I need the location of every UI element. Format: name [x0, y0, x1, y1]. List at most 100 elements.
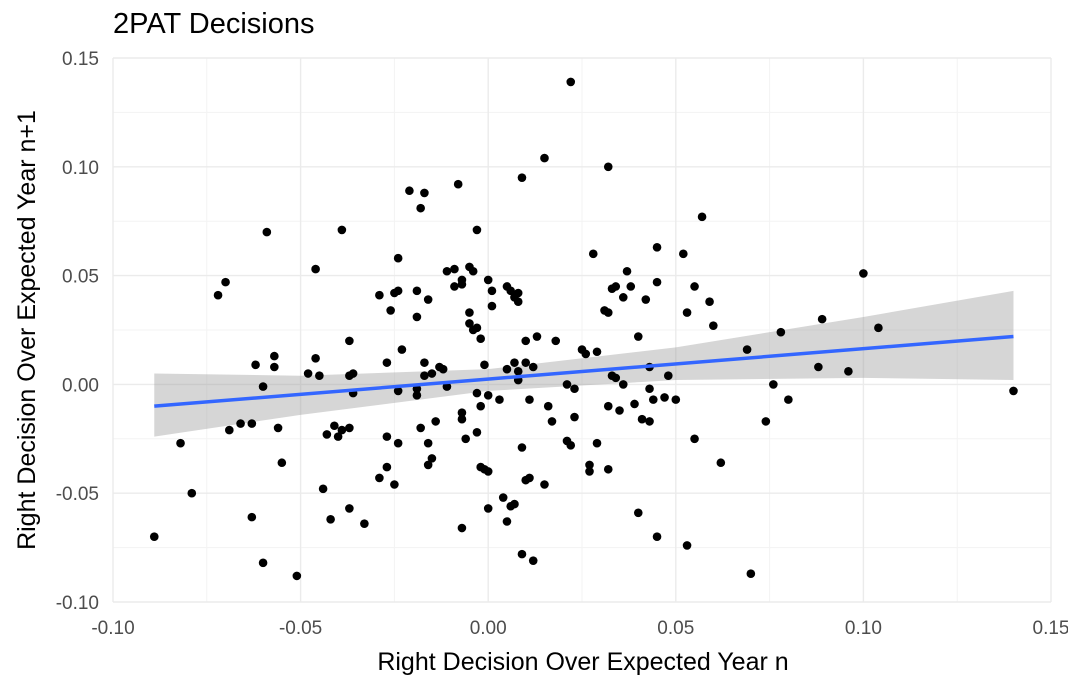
data-point	[844, 367, 853, 376]
data-point	[315, 371, 324, 380]
data-point	[405, 186, 414, 196]
data-point	[592, 438, 602, 448]
data-point	[375, 290, 384, 300]
data-point	[761, 417, 771, 426]
data-point	[483, 467, 493, 476]
data-point	[420, 358, 429, 367]
data-point	[513, 288, 523, 298]
data-point	[427, 369, 437, 378]
grid	[112, 57, 1052, 603]
data-point	[457, 275, 467, 285]
data-point	[570, 412, 579, 422]
data-point	[513, 297, 523, 307]
data-point	[705, 297, 714, 307]
data-point	[626, 282, 636, 291]
data-point	[457, 523, 467, 533]
data-point	[495, 395, 504, 404]
data-point	[566, 77, 576, 87]
data-points	[149, 77, 1018, 581]
data-point	[487, 301, 497, 311]
data-point	[652, 532, 662, 542]
data-point	[258, 382, 268, 391]
data-point	[318, 484, 328, 494]
y-axis-ticks: -0.10 -0.05 0.00 0.05 0.10 0.15	[56, 49, 99, 614]
data-point	[746, 569, 756, 579]
data-point	[618, 293, 628, 302]
x-axis-ticks: -0.10 -0.05 0.00 0.05 0.10 0.15	[91, 618, 1068, 639]
data-point	[585, 460, 594, 470]
data-point	[476, 334, 485, 344]
data-point	[652, 277, 662, 287]
data-point	[247, 512, 257, 522]
data-point	[645, 384, 654, 394]
data-point	[648, 395, 658, 404]
data-point	[1009, 386, 1018, 396]
data-point	[690, 434, 699, 444]
data-point	[453, 179, 463, 189]
data-point	[784, 395, 793, 404]
data-point	[345, 423, 354, 433]
data-point	[517, 443, 527, 452]
data-point	[483, 390, 493, 400]
x-tick-label: 0.00	[470, 618, 507, 639]
data-point	[311, 353, 320, 363]
data-point	[603, 162, 613, 172]
data-point	[236, 419, 245, 428]
data-point	[716, 458, 726, 468]
data-point	[322, 430, 332, 439]
data-point	[393, 438, 403, 448]
data-point	[525, 395, 534, 404]
data-point	[251, 360, 260, 370]
data-point	[420, 371, 429, 380]
data-point	[438, 364, 448, 374]
data-point	[386, 306, 395, 315]
y-tick-label: 0.15	[62, 49, 99, 70]
data-point	[393, 286, 403, 296]
data-point	[622, 266, 632, 276]
data-point	[633, 508, 643, 518]
data-point	[874, 323, 883, 333]
data-point	[528, 362, 538, 372]
data-point	[637, 414, 647, 424]
data-point	[457, 414, 467, 424]
data-point	[337, 225, 347, 235]
data-point	[551, 336, 561, 346]
data-point	[776, 327, 786, 337]
data-point	[423, 438, 433, 448]
data-point	[333, 432, 343, 441]
data-point	[149, 532, 159, 542]
data-point	[397, 345, 407, 354]
data-point	[709, 321, 718, 330]
data-point	[423, 460, 433, 470]
data-point	[630, 399, 639, 409]
data-point	[457, 408, 467, 417]
data-point	[390, 480, 399, 489]
data-point	[412, 286, 422, 296]
data-point	[769, 380, 778, 389]
data-point	[814, 362, 823, 372]
y-tick-label: 0.10	[62, 158, 99, 179]
data-point	[510, 499, 519, 509]
data-point	[303, 369, 313, 378]
data-point	[345, 504, 354, 513]
data-point	[311, 264, 320, 274]
data-point	[682, 308, 692, 317]
data-point	[671, 395, 681, 404]
data-point	[416, 203, 425, 213]
data-point	[412, 312, 422, 322]
data-point	[663, 371, 673, 380]
y-tick-label: -0.10	[56, 593, 99, 614]
data-point	[510, 358, 519, 367]
data-point	[468, 266, 478, 276]
data-point	[258, 558, 268, 568]
data-point	[465, 319, 474, 328]
data-point	[213, 290, 223, 300]
data-point	[416, 423, 425, 433]
data-point	[423, 295, 433, 304]
data-point	[273, 423, 283, 433]
data-point	[472, 388, 482, 398]
regression-line	[154, 334, 1014, 408]
x-tick-label: 0.10	[845, 618, 882, 639]
y-tick-label: -0.05	[56, 484, 99, 505]
data-point	[176, 438, 185, 448]
